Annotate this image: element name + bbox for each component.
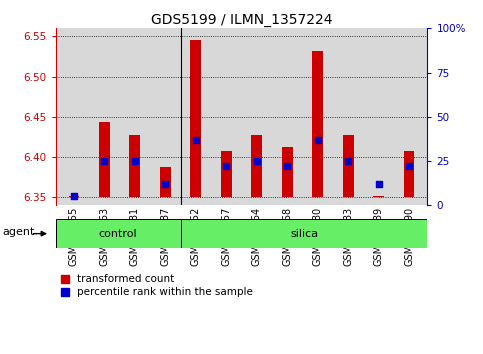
Bar xyxy=(252,135,262,197)
Bar xyxy=(313,51,323,197)
Point xyxy=(253,158,261,164)
Text: agent: agent xyxy=(3,227,35,237)
Bar xyxy=(129,135,140,197)
Bar xyxy=(99,122,110,197)
Point xyxy=(314,137,322,143)
Point xyxy=(344,158,352,164)
Bar xyxy=(56,219,181,248)
Point xyxy=(284,164,291,169)
Point xyxy=(131,158,139,164)
Point xyxy=(100,158,108,164)
Bar xyxy=(373,196,384,197)
Text: control: control xyxy=(99,229,137,239)
Bar xyxy=(404,150,414,197)
Point xyxy=(70,194,78,199)
Point xyxy=(161,181,169,187)
Point xyxy=(375,181,383,187)
Text: silica: silica xyxy=(290,229,318,239)
Bar xyxy=(282,147,293,197)
Bar xyxy=(69,196,79,197)
Bar xyxy=(343,135,354,197)
Point xyxy=(405,164,413,169)
Title: GDS5199 / ILMN_1357224: GDS5199 / ILMN_1357224 xyxy=(151,13,332,27)
Point xyxy=(222,164,230,169)
Bar xyxy=(190,40,201,197)
Point xyxy=(192,137,199,143)
Bar xyxy=(221,150,231,197)
Bar xyxy=(160,167,170,197)
Bar xyxy=(181,219,427,248)
Legend: transformed count, percentile rank within the sample: transformed count, percentile rank withi… xyxy=(61,274,253,297)
